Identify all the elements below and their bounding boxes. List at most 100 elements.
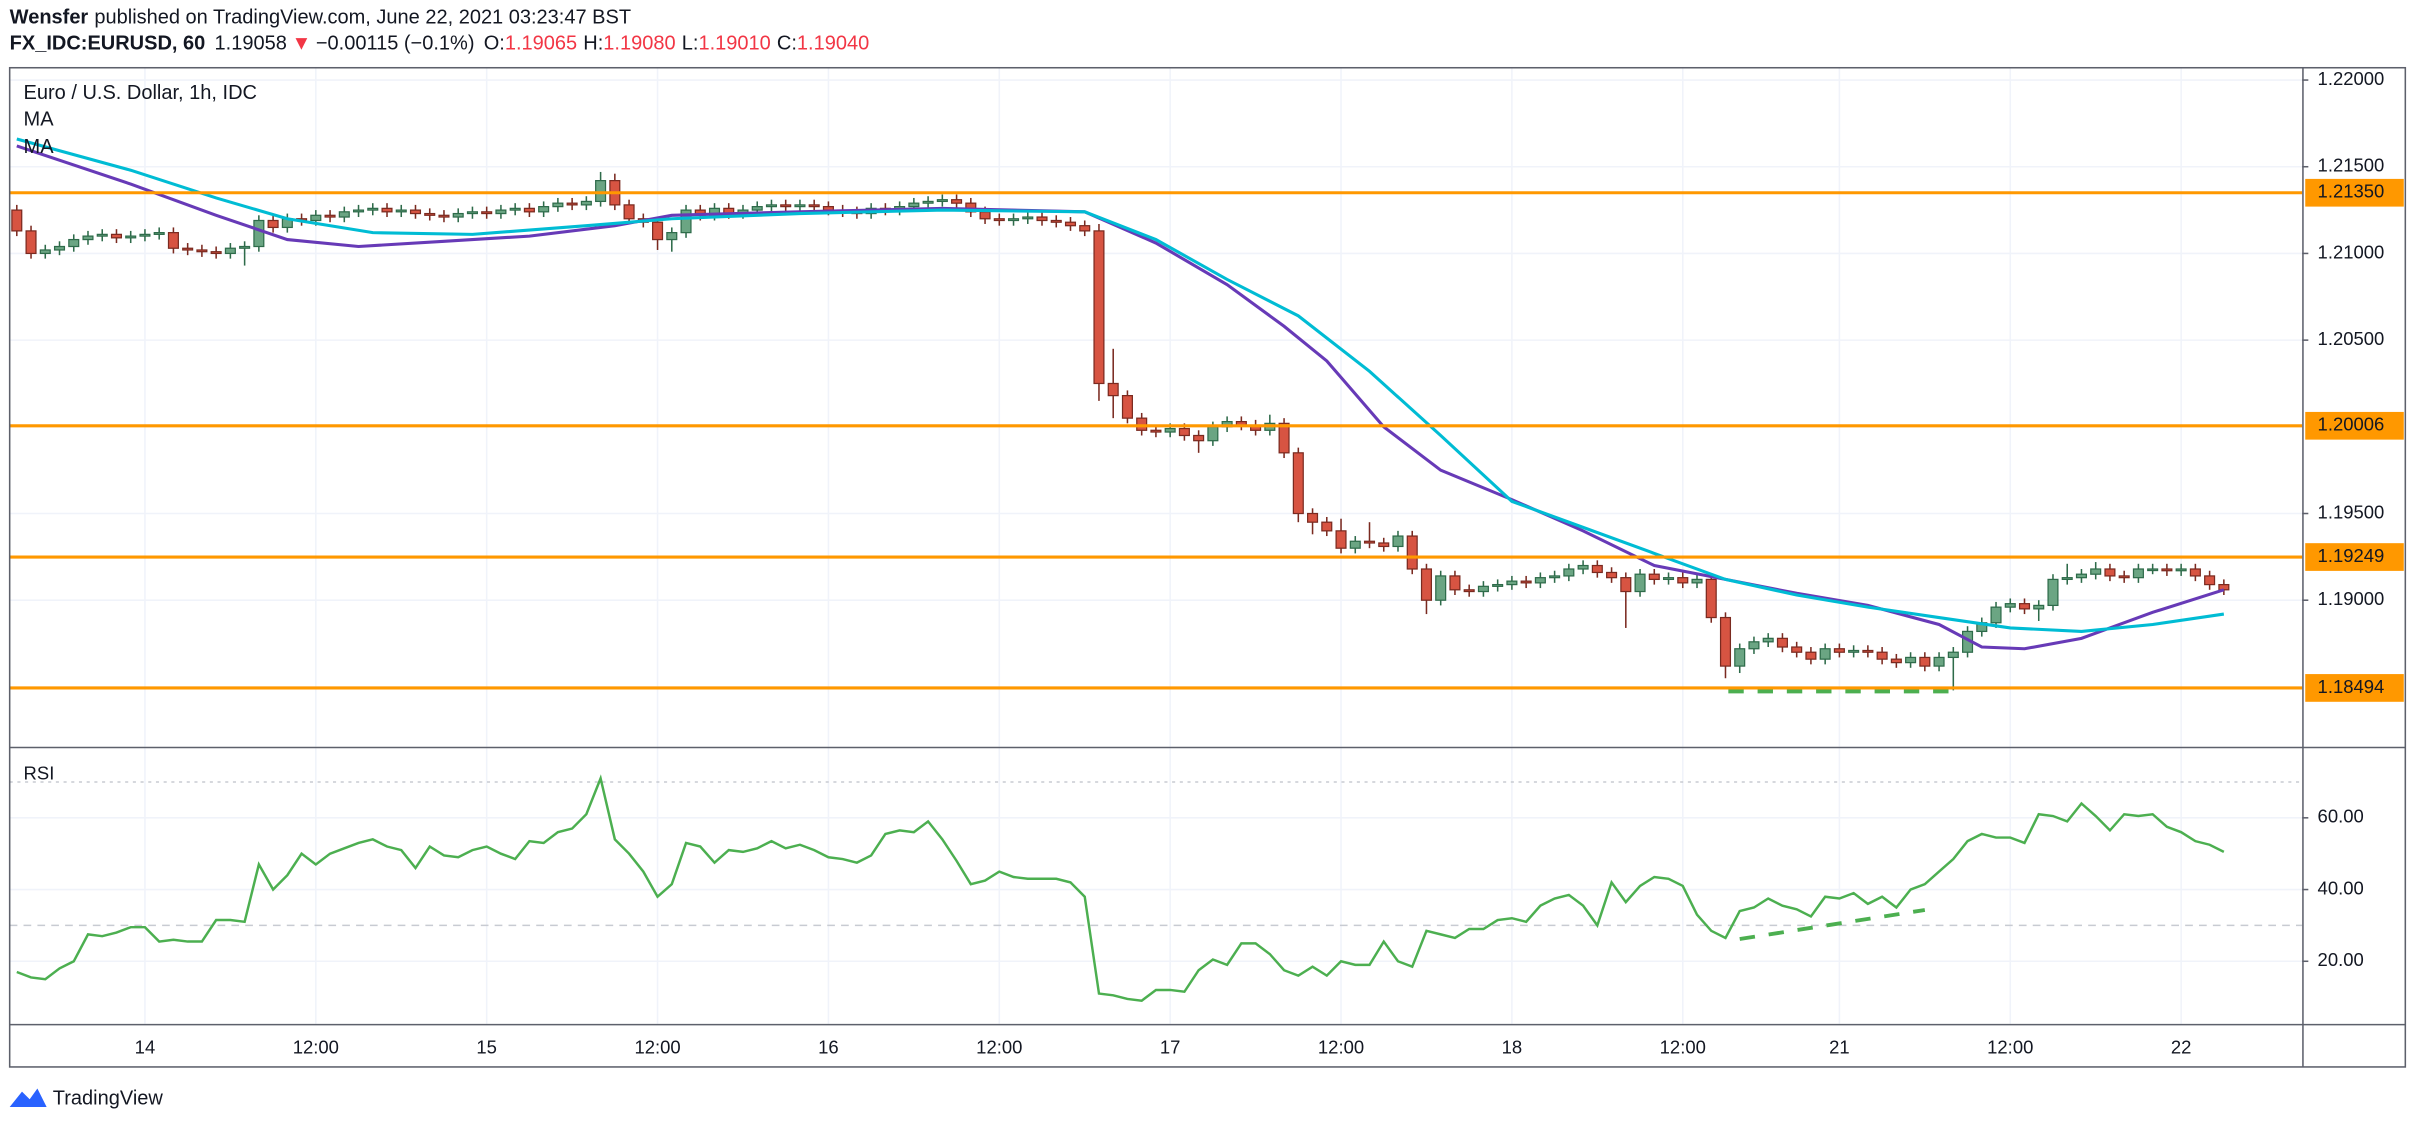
rsi-trendline — [1739, 908, 1926, 941]
candle-body — [139, 233, 151, 237]
candle-body — [1406, 535, 1418, 570]
candle-body — [11, 209, 23, 232]
candle-body — [125, 235, 137, 239]
brand: TradingView — [53, 1088, 164, 1110]
candle-body — [352, 209, 365, 213]
x-tick-label: 14 — [135, 1036, 156, 1057]
x-tick-label: 12:00 — [1660, 1036, 1706, 1057]
candle-body — [210, 251, 222, 255]
candle-body — [1349, 540, 1361, 549]
candle-body — [951, 199, 963, 204]
open-value: 1.19065 — [505, 33, 577, 55]
candle-body — [2033, 604, 2045, 610]
level-tag — [2305, 674, 2404, 702]
candle-body — [495, 209, 507, 215]
candle-body — [2189, 568, 2201, 577]
candle-body — [1848, 649, 1860, 653]
candle-body — [466, 211, 478, 215]
candle-body — [1477, 585, 1489, 593]
level-label: 1.19249 — [2318, 545, 2385, 566]
candle-body — [580, 200, 592, 206]
candle-body — [2161, 568, 2173, 572]
chart-border — [8, 66, 2407, 1068]
candle-body — [922, 200, 934, 204]
candle-body — [310, 214, 322, 222]
candle-body — [936, 199, 948, 203]
y-tick-label: 1.19500 — [2318, 501, 2385, 522]
candle-body — [552, 202, 564, 208]
candle-body — [452, 212, 464, 218]
candle-body — [1335, 530, 1347, 549]
level-tag — [2305, 543, 2404, 571]
tradingview-logo: TradingView — [9, 1088, 164, 1110]
candle-body — [167, 232, 179, 249]
candle-body — [182, 247, 194, 251]
candle-body — [1193, 434, 1205, 442]
y-tick-label: 60.00 — [2318, 806, 2364, 827]
candle-body — [1022, 216, 1034, 220]
y-tick-label: 1.19000 — [2318, 588, 2385, 609]
candle-body — [2047, 578, 2059, 607]
candle-body — [1606, 571, 1618, 579]
candle-body — [1449, 575, 1461, 591]
candle-body — [424, 212, 436, 216]
candle-body — [1534, 577, 1546, 584]
level-label: 1.18494 — [2318, 676, 2385, 697]
candle-body — [523, 207, 535, 213]
candle-body — [1420, 568, 1433, 601]
candle-body — [1007, 218, 1020, 222]
candle-body — [1278, 422, 1290, 454]
candle-body — [196, 249, 208, 253]
candle-body — [53, 245, 66, 251]
candle-body — [1307, 512, 1319, 523]
candle-body — [2061, 577, 2073, 581]
candle-body — [1734, 648, 1746, 667]
candle-body — [1321, 521, 1333, 532]
candle-body — [1805, 651, 1817, 660]
x-tick-label: 17 — [1160, 1036, 1181, 1057]
candle-body — [908, 202, 920, 208]
candle-body — [2090, 568, 2102, 575]
candle-body — [1064, 221, 1077, 227]
candle-body — [1150, 429, 1162, 433]
candle-body — [82, 235, 94, 241]
candle-body — [253, 219, 265, 248]
candle-body — [808, 204, 820, 208]
candle-body — [2132, 568, 2144, 579]
legend-entry: MA — [24, 108, 55, 130]
chart-title: Euro / U.S. Dollar, 1h, IDC — [24, 82, 257, 104]
y-tick-label: 40.00 — [2318, 877, 2364, 898]
candle-body — [1933, 656, 1945, 667]
change: −0.00115 (−0.1%) — [316, 33, 475, 55]
candle-body — [1164, 427, 1176, 433]
candle-body — [1506, 580, 1518, 586]
candle-body — [110, 233, 123, 239]
candle-body — [1093, 230, 1105, 385]
symbol: FX_IDC:EURUSD, 60 — [10, 33, 206, 55]
x-tick-label: 15 — [476, 1036, 497, 1057]
open-label: O: — [484, 33, 505, 55]
legend-entry: MA — [24, 136, 55, 158]
candle-body — [1563, 568, 1575, 577]
candle-body — [2218, 583, 2230, 591]
candle-body — [1776, 637, 1788, 648]
candle-body — [2018, 603, 2031, 610]
chart-area: 14 12:00 15 12:00 16 12:00 17 12:00 18 12:00 21 12:… — [9, 67, 2404, 1057]
candle-body — [2204, 575, 2216, 586]
x-tick-label: 21 — [1829, 1036, 1850, 1057]
candle-body — [538, 206, 550, 213]
candle-body — [1919, 656, 1931, 667]
moving-average-line — [16, 137, 2225, 633]
level-tag — [2305, 411, 2404, 440]
candle-body — [96, 233, 108, 237]
candle-body — [1762, 637, 1774, 643]
publish-line: Wensfer published on TradingView.com, Jun… — [10, 7, 631, 29]
candle-body — [1890, 658, 1902, 664]
candle-body — [1791, 646, 1803, 653]
x-tick-label: 12:00 — [634, 1036, 680, 1057]
candle-body — [2147, 568, 2159, 572]
close-value: 1.19040 — [797, 33, 869, 55]
candle-body — [765, 204, 778, 208]
